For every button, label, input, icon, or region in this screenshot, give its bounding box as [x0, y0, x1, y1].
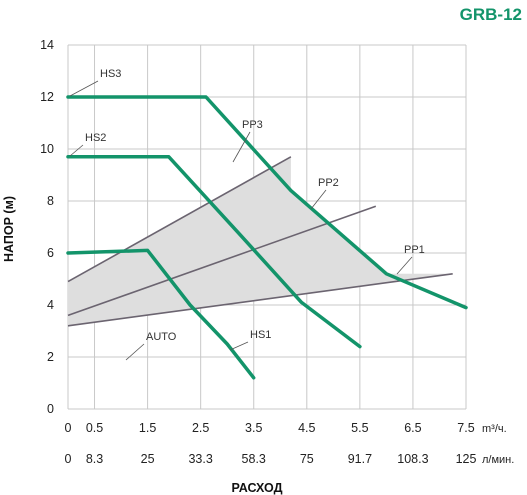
- curve-hs3: [66, 95, 468, 310]
- pp-line-pp3: [67, 156, 292, 283]
- x-tick-label-lmin: 91.7: [348, 452, 372, 466]
- auto-region-fill: [68, 156, 453, 326]
- x-tick-label-m3h: 0.5: [86, 421, 103, 435]
- x-tick-label-lmin: 75: [300, 452, 314, 466]
- proportional-lines: [67, 156, 453, 327]
- x-tick-label-m3h: 5.5: [351, 421, 368, 435]
- label-pp1-leader: [396, 256, 413, 275]
- pp-line-pp2: [67, 205, 377, 317]
- pp-line-pp1: [67, 273, 453, 327]
- x-tick-label-m3h: 2.5: [192, 421, 209, 435]
- y-tick-label: 0: [47, 402, 54, 416]
- y-tick-label: 10: [40, 142, 54, 156]
- curve-hs2: [66, 155, 362, 349]
- x-tick-label-lmin: 108.3: [397, 452, 428, 466]
- y-tick-label: 2: [47, 350, 54, 364]
- x-tick-label-m3h: 4.5: [298, 421, 315, 435]
- label-hs2: HS2: [85, 132, 106, 144]
- label-hs1-leader: [229, 341, 249, 351]
- auto-region: [68, 156, 453, 326]
- x-tick-label-m3h: 3.5: [245, 421, 262, 435]
- y-tick-label: 6: [47, 246, 54, 260]
- y-tick-label: 14: [40, 38, 54, 52]
- x-tick-label-lmin: 125: [456, 452, 477, 466]
- x-tick-label-lmin: 33.3: [188, 452, 212, 466]
- label-pp3-leader: [232, 131, 251, 163]
- x-tick-label-m3h: 6.5: [404, 421, 421, 435]
- label-hs2-leader: [69, 144, 84, 157]
- x-unit-lmin: л/мин.: [482, 454, 514, 466]
- y-tick-label: 8: [47, 194, 54, 208]
- x-tick-label-lmin: 58.3: [242, 452, 266, 466]
- curve-labels: HS3 HS2 HS1 PP3 PP2 PP1 AUTO: [69, 68, 425, 361]
- label-pp1: PP1: [404, 244, 425, 256]
- x-tick-label-lmin: 0: [65, 452, 72, 466]
- label-hs1: HS1: [250, 329, 271, 341]
- label-hs3-leader: [69, 80, 99, 97]
- label-pp2-leader: [310, 189, 327, 210]
- x-tick-label-m3h: 0: [65, 421, 72, 435]
- label-pp2: PP2: [318, 177, 339, 189]
- y-tick-label: 4: [47, 298, 54, 312]
- chart-title: GRB-12: [460, 5, 522, 24]
- x-tick-label-m3h: 7.5: [457, 421, 474, 435]
- x-unit-m3h: m³/ч.: [482, 423, 507, 435]
- y-tick-label: 12: [40, 90, 54, 104]
- x-tick-label-lmin: 25: [141, 452, 155, 466]
- curve-hs1: [66, 248, 256, 380]
- label-auto-leader: [125, 343, 145, 361]
- x-axis-label: РАСХОД: [232, 481, 283, 495]
- label-auto: AUTO: [146, 331, 177, 343]
- x-tick-label-m3h: 1.5: [139, 421, 156, 435]
- y-axis-label: НАПОР (м): [2, 196, 16, 262]
- label-hs3: HS3: [100, 68, 121, 80]
- label-pp3: PP3: [242, 119, 263, 131]
- tick-labels: 02468101214000.58.31.5252.533.33.558.34.…: [40, 38, 476, 466]
- performance-curves: [66, 95, 468, 380]
- x-tick-label-lmin: 8.3: [86, 452, 103, 466]
